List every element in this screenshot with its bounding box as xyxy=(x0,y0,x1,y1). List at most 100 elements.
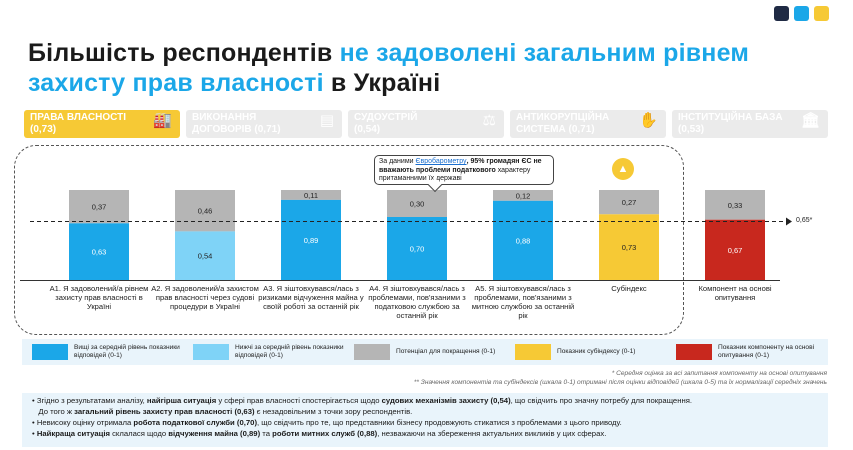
legend-swatch xyxy=(515,344,551,360)
legend-item-potential: Потенціал для покращення (0-1) xyxy=(344,344,505,360)
legend-label: Нижчі за середній рівень показники відпо… xyxy=(235,344,344,359)
potential-label: 0,12 xyxy=(516,191,531,200)
value-bar xyxy=(281,199,341,280)
page-title: Більшість респондентів не задоволені заг… xyxy=(28,38,828,98)
tab-label-line1: СУДОУСТРІЙ xyxy=(354,112,418,123)
value-label: 0,70 xyxy=(410,245,425,254)
value-bar xyxy=(493,200,553,280)
legend-item-component: Показник компоненту на основі опитування… xyxy=(666,344,827,360)
summary-bold: найгірша ситуація xyxy=(146,396,217,405)
potential-label: 0,27 xyxy=(622,198,637,207)
title-part-1: Більшість респондентів xyxy=(28,39,340,67)
value-label: 0,63 xyxy=(92,248,107,257)
tab-label-line1: АНТИКОРУПЦІЙНА xyxy=(516,112,610,123)
tab-anticorruption[interactable]: АНТИКОРУПЦІЙНА СИСТЕМА (0,71) ✋ xyxy=(510,110,666,138)
logo-square-3 xyxy=(814,6,829,21)
summary-text: , що свідчить про значну потребу для пок… xyxy=(510,396,692,405)
eurobarometer-callout: За даними Євробарометру, 95% громадян ЄС… xyxy=(374,155,554,185)
legend-item-subindex: Показник субіндексу (0-1) xyxy=(505,344,666,360)
reference-arrow xyxy=(786,217,792,226)
potential-bar xyxy=(599,190,659,215)
logo-square-1 xyxy=(774,6,789,21)
potential-bar xyxy=(69,190,129,224)
callout-prefix: За даними xyxy=(379,158,416,165)
summary-text: є незадовільним з точки зору респонденті… xyxy=(254,407,413,416)
potential-bar xyxy=(493,190,553,201)
category-label: А1. Я задоволений/а рівнем захисту прав … xyxy=(49,284,149,311)
potential-label: 0,11 xyxy=(304,191,318,200)
tab-label-line1: ВИКОНАННЯ xyxy=(192,112,257,123)
summary-line-4: • Найкраща ситуація склалася щодо відчуж… xyxy=(32,429,607,438)
summary-bold: роботи митних служб (0,88) xyxy=(272,429,378,438)
category-label: Компонент на основі опитування xyxy=(698,284,772,302)
legend-label: Потенціал для покращення (0-1) xyxy=(396,348,496,355)
value-bar xyxy=(705,219,765,280)
summary-bold: судових механізмів захисту (0,54) xyxy=(381,396,511,405)
potential-label: 0,30 xyxy=(410,200,425,209)
summary-line-1: • Згідно з результатами аналізу, найгірш… xyxy=(32,396,692,405)
legend-label: Показник субіндексу (0-1) xyxy=(557,348,636,355)
title-part-3: в Україні xyxy=(323,69,441,97)
summary-text: До того ж xyxy=(38,407,75,416)
summary-text: склалася щодо xyxy=(109,429,169,438)
summary-bold: загальний рівень захисту прав власності … xyxy=(74,407,255,416)
summary-text: , що свідчить про те, що представники бі… xyxy=(257,418,622,427)
contract-icon: ▤ xyxy=(319,112,334,129)
category-label: А5. Я зіштовхувався/лась з проблемами, п… xyxy=(471,284,575,320)
legend-swatch xyxy=(32,344,68,360)
legend-swatch xyxy=(676,344,712,360)
legend-item-below-average: Нижчі за середній рівень показники відпо… xyxy=(183,344,344,360)
scales-icon: ⚖ xyxy=(482,112,496,129)
legend-swatch xyxy=(354,344,390,360)
callout-bold: , 95% громадян ЄС не вважають проблеми п… xyxy=(379,158,542,174)
category-label: А4. Я зіштовхувався/лась з проблемами, п… xyxy=(368,284,466,320)
summary-line-3: • Невисоку оцінку отримала робота податк… xyxy=(32,418,622,427)
value-label: 0,89 xyxy=(304,236,319,245)
summary-bold: відчуження майна (0,89) xyxy=(168,429,261,438)
category-label: А2. Я задоволений/а захистом прав власно… xyxy=(151,284,259,311)
title-highlight: не задоволені загальним рівнем захисту п… xyxy=(28,39,750,97)
summary-line-2: До того ж загальний рівень захисту прав … xyxy=(32,406,818,417)
eurobarometer-link[interactable]: Євробарометру xyxy=(415,158,467,165)
summary-text: Згідно з результатами аналізу, xyxy=(36,396,147,405)
potential-bar xyxy=(705,190,765,220)
tab-institutional-base[interactable]: ІНСТИТУЦІЙНА БАЗА (0,53) 🏛 xyxy=(672,110,828,138)
tab-contract-enforcement[interactable]: ВИКОНАННЯ ДОГОВОРІВ (0,71) ▤ xyxy=(186,110,342,138)
value-bar xyxy=(175,231,235,280)
value-bar xyxy=(599,214,659,280)
tab-judiciary[interactable]: СУДОУСТРІЙ (0,54) ⚖ xyxy=(348,110,504,138)
tab-label-line2: СИСТЕМА (0,71) xyxy=(516,124,595,135)
potential-label: 0,37 xyxy=(92,203,107,212)
value-label: 0,88 xyxy=(516,236,531,245)
brand-logo xyxy=(774,6,829,21)
summary-bold: робота податкової служби (0,70) xyxy=(133,418,257,427)
value-label: 0,54 xyxy=(198,252,213,261)
tab-label-line2: (0,54) xyxy=(354,124,381,135)
potential-bar xyxy=(281,190,341,200)
logo-square-2 xyxy=(794,6,809,21)
factory-icon: 🏭 xyxy=(153,112,172,129)
category-label: Субіндекс xyxy=(611,284,647,293)
survey-questions-frame xyxy=(14,145,684,335)
summary-text: та xyxy=(260,429,273,438)
tab-label-line2: (0,53) xyxy=(678,124,705,135)
no-bribe-icon: ✋ xyxy=(639,112,658,129)
tab-label-line2: ДОГОВОРІВ (0,71) xyxy=(192,124,281,135)
footnote-1: * Середня оцінка за всі запитання компон… xyxy=(611,370,827,377)
potential-label: 0,46 xyxy=(198,207,213,216)
category-label: А3. Я зіштовхувався/лась з ризиками відч… xyxy=(258,284,364,311)
legend-swatch xyxy=(193,344,229,360)
value-label: 0,67 xyxy=(728,246,743,255)
value-bar xyxy=(387,217,447,280)
legend: Вищі за середній рівень показники відпов… xyxy=(22,339,828,365)
footnotes: * Середня оцінка за всі запитання компон… xyxy=(414,369,827,387)
tab-property-rights[interactable]: ПРАВА ВЛАСНОСТІ (0,73) 🏭 xyxy=(24,110,180,138)
legend-label: Показник компоненту на основі опитування… xyxy=(718,344,815,359)
legend-label: Вищі за середній рівень показники відпов… xyxy=(74,344,180,359)
value-label: 0,73 xyxy=(622,243,637,252)
summary-text: , незважаючи на збереження актуальних ви… xyxy=(377,429,607,438)
summary-bold: Найкраща ситуація xyxy=(36,429,110,438)
potential-label: 0,33 xyxy=(728,201,743,210)
legend-item-above-average: Вищі за середній рівень показники відпов… xyxy=(22,344,183,360)
